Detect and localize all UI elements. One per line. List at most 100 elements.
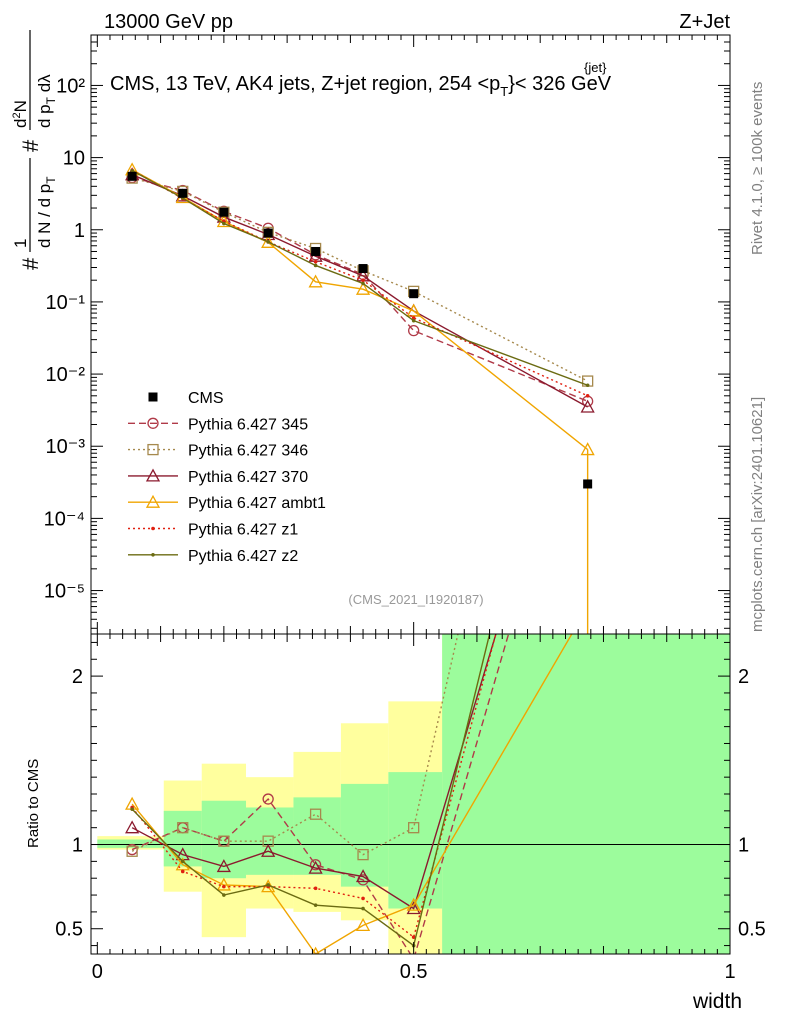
y-tick-label: 10⁻⁴: [44, 508, 85, 530]
legend-label: Pythia 6.427 345: [188, 416, 308, 433]
ratio-point-346: [177, 822, 189, 834]
legend-label: Pythia 6.427 346: [188, 443, 308, 460]
band-green: [388, 772, 443, 909]
main-series-group: [125, 162, 595, 634]
main-point-ambt1: [308, 274, 323, 288]
rivet-version-label: Rivet 4.1.0, ≥ 100k events: [749, 82, 766, 255]
ratio-point-z1: [313, 886, 318, 891]
main-ticks: 10² 10 1 10⁻¹ 10⁻² 10⁻³ 10⁻⁴ 10⁻⁵: [44, 34, 731, 634]
main-line-370: [131, 174, 588, 408]
y-tick-label: 10: [63, 148, 85, 170]
legend-marker: [151, 553, 155, 557]
ratio-point-370: [216, 859, 231, 873]
main-point-z1: [585, 393, 590, 398]
analysis-watermark: (CMS_2021_I1920187): [348, 592, 483, 607]
main-point-z1: [313, 259, 318, 264]
main-point-z1: [411, 316, 416, 320]
main-line-346: [131, 177, 588, 382]
ratio-y-tick-label-right: 2: [738, 666, 749, 688]
main-point-z2: [585, 383, 590, 388]
ratio-point-346: [309, 808, 322, 820]
ratio-point-370: [355, 869, 371, 883]
main-point-z1: [361, 278, 365, 282]
cms-data-point: [311, 246, 321, 256]
ratio-point-345: [262, 793, 274, 805]
ratio-y-tick-label-right: 1: [738, 835, 749, 857]
ratio-line-345: [131, 634, 510, 954]
y-tick-label: 10⁻²: [46, 364, 86, 386]
cms-data-point: [178, 188, 188, 198]
main-point-z2: [361, 281, 365, 286]
ratio-y-tick-label-right: 0.5: [738, 919, 766, 941]
legend: CMS Pythia 6.427 345 Pythia 6.427 346 Pythi…: [128, 390, 326, 565]
band-green: [97, 839, 164, 848]
ratio-panel-frame: [90, 633, 731, 955]
cms-data-point: [219, 207, 229, 217]
ratio-point-370: [125, 820, 140, 834]
ratio-point-z2: [266, 883, 270, 887]
ratio-ticks: 0.5 0.51 12 20 0.5 1: [55, 634, 766, 983]
x-tick-label: 1: [724, 961, 735, 983]
ylabel-dn-dpt: d N / d pT: [35, 176, 58, 248]
ratio-point-ambt1: [355, 918, 371, 932]
y-tick-label: 10⁻⁵: [44, 581, 85, 603]
ratio-line-346: [131, 634, 459, 856]
main-point-z2: [313, 263, 318, 268]
plot-title-sub: T: [500, 84, 508, 99]
legend-label: Pythia 6.427 ambt1: [188, 495, 326, 512]
cms-data-point: [409, 289, 419, 299]
legend-label: Pythia 6.427 370: [188, 469, 308, 486]
main-point-z1: [222, 219, 226, 223]
ylabel-d2n: d2N: [11, 100, 30, 128]
ratio-panel: 0.5 0.51 12 20 0.5 1: [55, 634, 766, 983]
beam-label: 13000 GeV pp: [104, 11, 233, 33]
legend-marker: [147, 443, 159, 456]
legend-label: CMS: [188, 390, 224, 407]
band-green: [246, 807, 294, 875]
main-point-ambt1: [261, 234, 276, 248]
y-tick-label: 10²: [56, 75, 85, 97]
ratio-point-z2: [130, 807, 134, 811]
svg-text:#: #: [18, 257, 43, 270]
main-line-ambt1: [131, 169, 589, 451]
ratio-point-ambt1: [216, 877, 231, 891]
ratio-point-346: [218, 835, 230, 847]
main-point-ambt1: [355, 281, 371, 295]
ratio-line-370: [131, 634, 497, 910]
plot-title-main: CMS, 13 TeV, AK4 jets, Z+jet region, 254…: [110, 73, 500, 95]
process-label: Z+Jet: [679, 11, 730, 33]
ratio-line-z2: [131, 634, 491, 947]
band-green: [163, 810, 202, 867]
plot-title: CMS, 13 TeV, AK4 jets, Z+jet region, 254…: [110, 73, 612, 99]
y-tick-label: 1: [74, 220, 85, 242]
cms-data-point: [263, 228, 273, 238]
band-green: [293, 797, 341, 875]
x-tick-label: 0.5: [400, 961, 428, 983]
ylabel-hash-1: #: [18, 257, 43, 270]
ratio-point-z1: [361, 896, 365, 901]
legend-marker: [147, 417, 159, 429]
main-point-345: [408, 324, 420, 337]
legend-marker: [145, 468, 161, 482]
ratio-point-345: [309, 859, 322, 871]
ratio-point-z1: [222, 884, 226, 889]
ylabel-dpt-dlambda: d pT dλ: [35, 74, 58, 128]
main-y-axis-title: # 1 d N / d pT # d2N d pT dλ: [11, 30, 58, 270]
plot-title-sup: {jet}: [584, 60, 607, 75]
ratio-point-370: [261, 843, 276, 857]
main-point-z2: [266, 240, 270, 244]
plot-title-end: }< 326 GeV: [508, 73, 612, 95]
ratio-point-z2: [313, 903, 318, 907]
ratio-line-ambt1: [131, 634, 573, 954]
cms-data-point: [583, 479, 593, 489]
x-axis-label: width: [692, 990, 742, 1013]
main-line-345: [131, 176, 588, 402]
y-tick-label: 10⁻¹: [46, 292, 86, 314]
main-point-ambt1: [406, 303, 421, 317]
ratio-y-tick-label: 0.5: [55, 919, 83, 941]
ratio-point-370: [308, 860, 323, 874]
legend-marker: [151, 526, 155, 531]
ratio-point-z2: [361, 906, 365, 911]
cms-data-point: [127, 171, 137, 181]
